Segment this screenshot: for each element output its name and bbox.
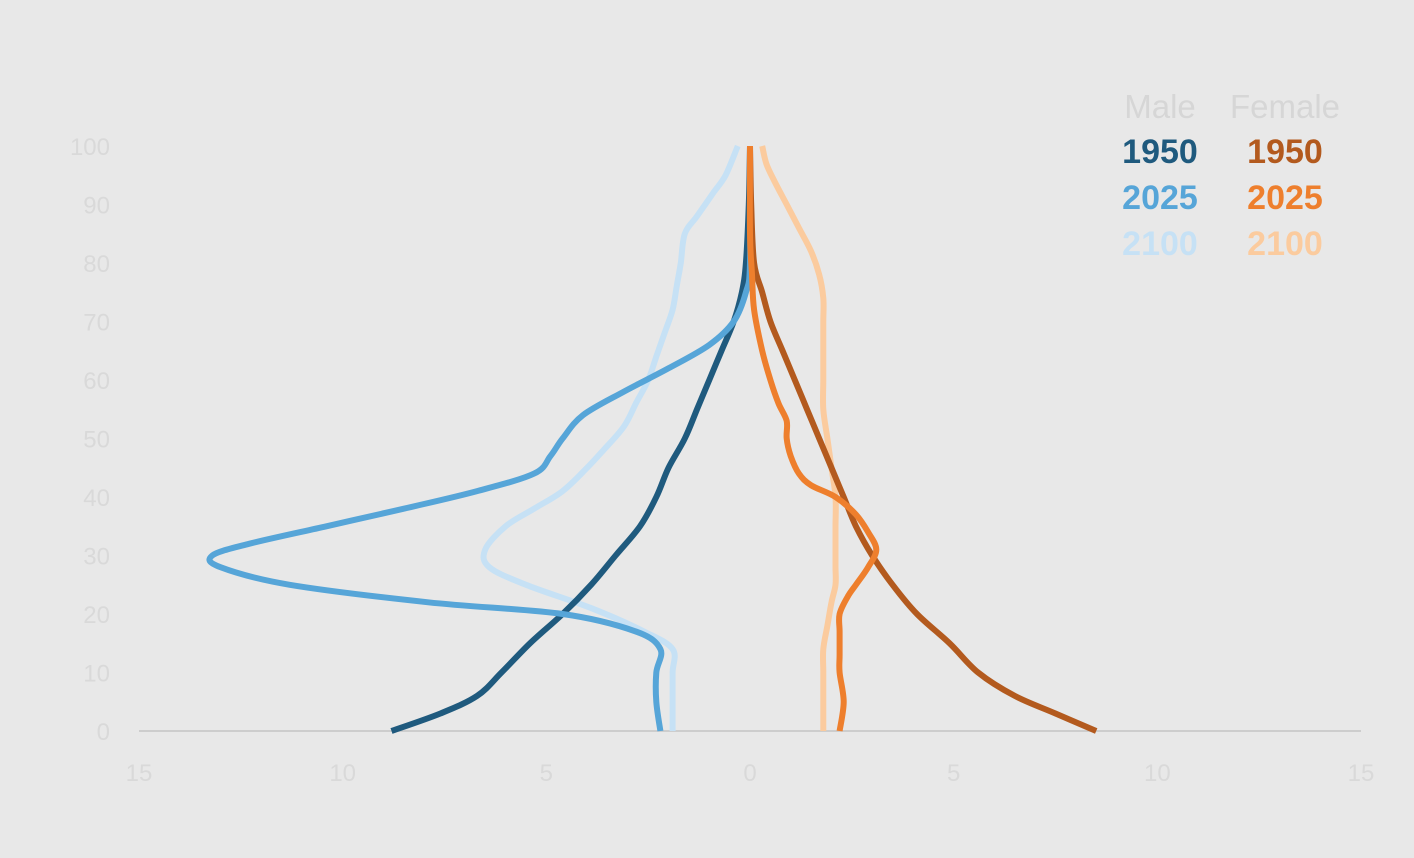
legend-header-male: Male: [1124, 88, 1196, 125]
y-tick-label: 80: [83, 251, 110, 278]
legend-entry-female-2025: 2025: [1247, 179, 1323, 217]
legend: Male Female 1950 2025 2100 1950 2025 2100: [1122, 88, 1340, 263]
series-lines: [206, 144, 1098, 734]
series-line-female-2100: [759, 145, 839, 731]
series-line-female-1950: [747, 145, 1098, 734]
legend-entry-male-1950: 1950: [1122, 133, 1198, 171]
x-axis-tick-labels: 15 10 5 0 5 10 15: [126, 760, 1375, 787]
legend-entry-male-2025: 2025: [1122, 179, 1198, 217]
x-tick-label: 0: [743, 760, 756, 787]
y-tick-label: 40: [83, 485, 110, 512]
y-tick-label: 90: [83, 193, 110, 220]
y-tick-label: 30: [83, 544, 110, 571]
y-tick-label: 10: [83, 661, 110, 688]
x-tick-label: 15: [126, 760, 153, 787]
series-line-female-2025: [746, 145, 880, 732]
x-tick-label: 15: [1348, 760, 1375, 787]
series-line-male-1950: [390, 145, 753, 734]
legend-header-female: Female: [1230, 88, 1340, 125]
y-tick-label: 70: [83, 310, 110, 337]
y-tick-label: 60: [83, 368, 110, 395]
legend-entry-female-2100: 2100: [1247, 225, 1323, 263]
x-tick-label: 5: [947, 760, 960, 787]
x-tick-label: 5: [540, 760, 553, 787]
series-line-male-2100: [480, 144, 741, 731]
legend-entry-male-2100: 2100: [1122, 225, 1198, 263]
series-line-male-2025: [206, 145, 754, 732]
y-tick-label: 100: [70, 134, 110, 161]
x-tick-label: 10: [329, 760, 356, 787]
legend-entry-female-1950: 1950: [1247, 133, 1323, 171]
x-tick-label: 10: [1144, 760, 1171, 787]
y-tick-label: 50: [83, 427, 110, 454]
y-tick-label: 20: [83, 602, 110, 629]
y-tick-label: 0: [97, 719, 110, 746]
y-axis-tick-labels: 0 10 20 30 40 50 60 70 80 90 100: [70, 134, 110, 746]
